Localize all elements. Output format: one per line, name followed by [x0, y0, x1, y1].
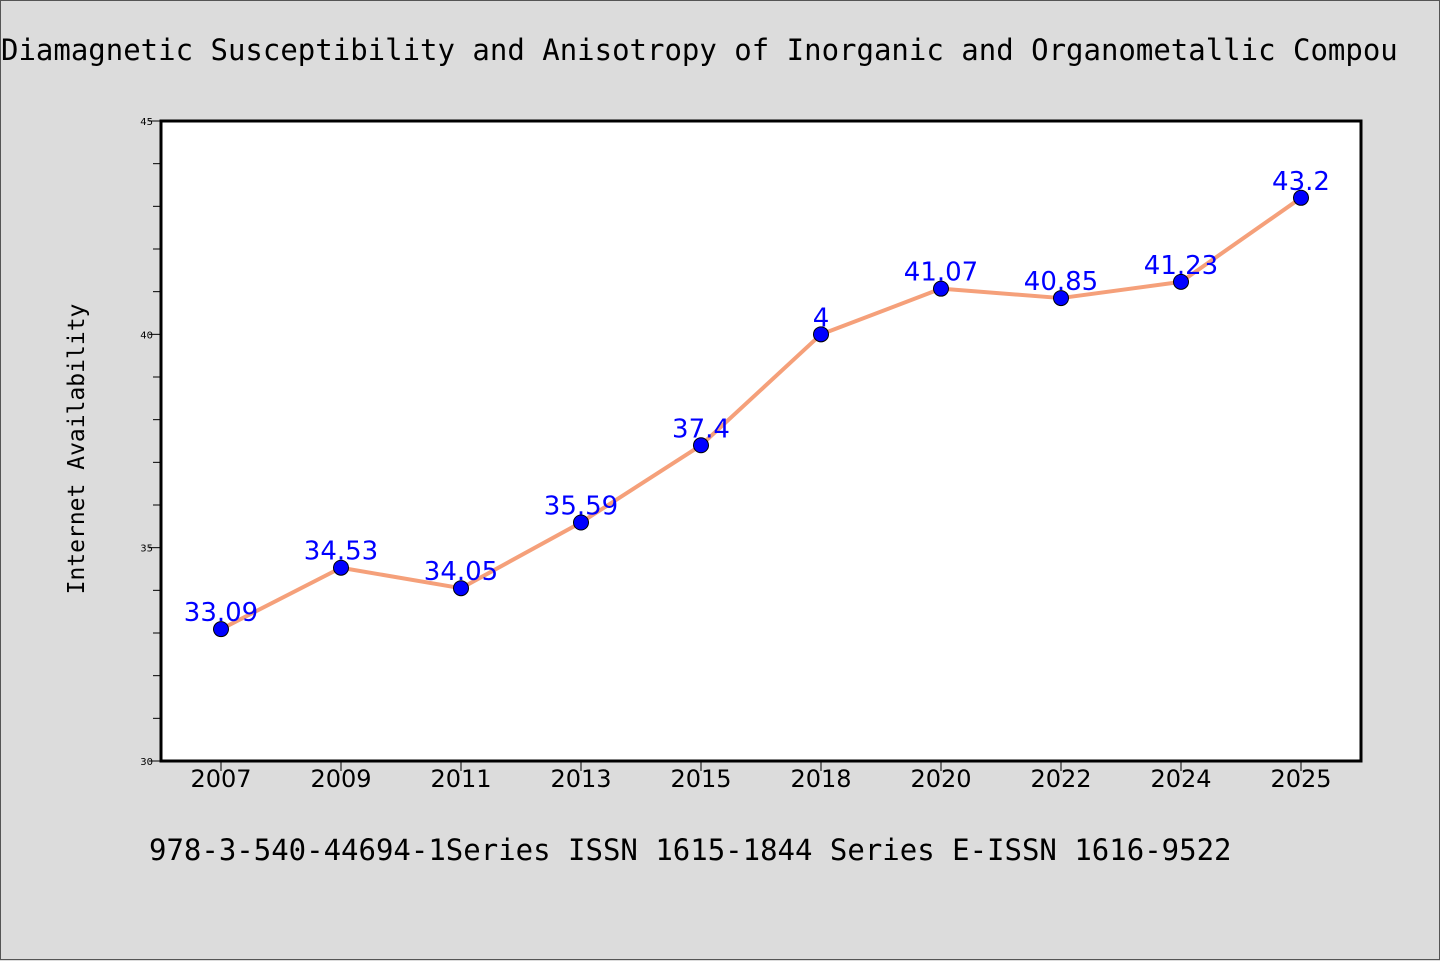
- data-label: 37.4: [672, 414, 730, 444]
- series-line: [220, 196, 1303, 631]
- data-point: [813, 326, 829, 343]
- x-tick-label: 2024: [1150, 765, 1211, 793]
- x-tick-label: 2011: [430, 765, 491, 793]
- data-point: [693, 437, 709, 454]
- data-point: [333, 559, 349, 576]
- x-tick-label: 2018: [790, 765, 851, 793]
- data-label: 33.09: [184, 598, 258, 628]
- x-tick-label: 2007: [190, 765, 251, 793]
- data-label: 34.05: [424, 557, 498, 587]
- x-tick-label: 2022: [1030, 765, 1091, 793]
- data-label: 4: [813, 303, 830, 333]
- data-point: [453, 580, 469, 597]
- data-point: [213, 621, 229, 638]
- data-point: [933, 280, 949, 297]
- y-tick-label: 35: [140, 544, 153, 555]
- data-label: 34.53: [304, 537, 378, 567]
- x-tick-label: 2013: [550, 765, 611, 793]
- chart-title: Diamagnetic Susceptibility and Anisotrop…: [1, 33, 1398, 67]
- data-label: 40.85: [1024, 267, 1098, 297]
- x-tick-label: 2015: [670, 765, 731, 793]
- y-tick-label: 45: [140, 117, 153, 128]
- data-point: [1293, 189, 1309, 206]
- data-label: 41.23: [1144, 251, 1218, 281]
- isbn-issn-footer: 978-3-540-44694-1Series ISSN 1615-1844 S…: [149, 833, 1232, 867]
- data-label: 43.2: [1272, 167, 1330, 197]
- data-label: 35.59: [544, 491, 618, 521]
- y-tick-label: 40: [140, 330, 153, 341]
- y-tick-label: 30: [140, 757, 153, 768]
- x-tick-label: 2025: [1270, 765, 1331, 793]
- data-point: [1053, 290, 1069, 307]
- plot-area: [159, 119, 1363, 763]
- data-point: [573, 514, 589, 531]
- x-tick-label: 2009: [310, 765, 371, 793]
- data-label: 41.07: [904, 258, 978, 288]
- x-tick-label: 2020: [910, 765, 971, 793]
- data-point: [1173, 273, 1189, 290]
